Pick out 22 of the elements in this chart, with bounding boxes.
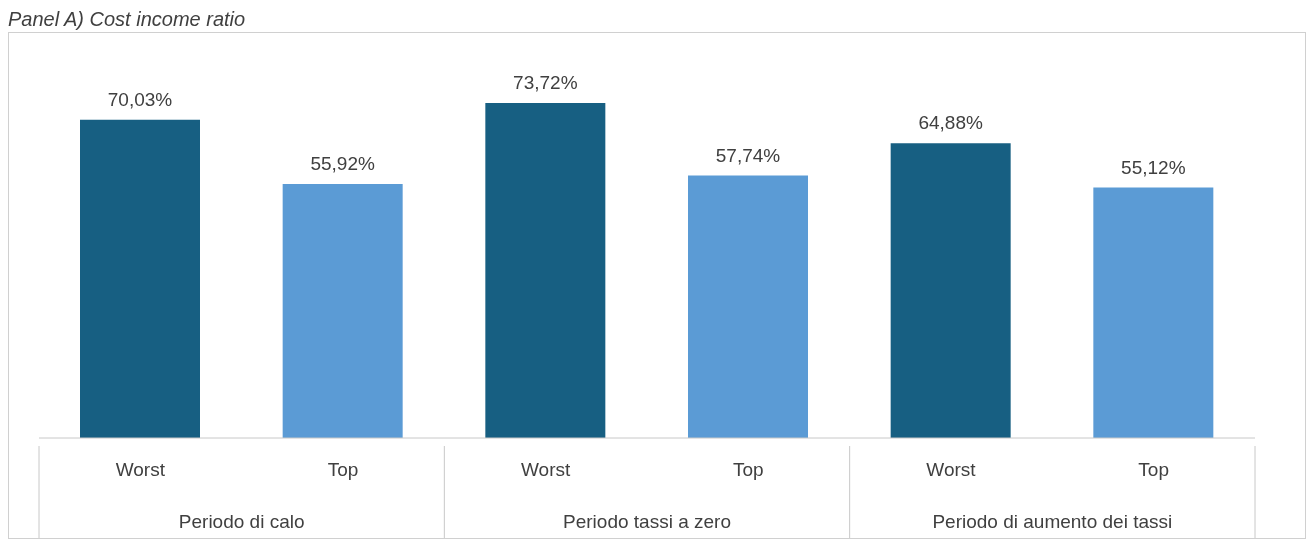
x-tick-label: Top xyxy=(327,459,359,480)
data-label: 55,92% xyxy=(310,152,375,174)
x-tick-label: Worst xyxy=(926,459,977,480)
bar xyxy=(485,103,606,438)
x-tick-label: Worst xyxy=(521,459,572,480)
data-label: 57,74% xyxy=(715,144,781,166)
data-label: 55,12% xyxy=(1121,156,1186,178)
x-tick-label: Top xyxy=(733,459,764,480)
text: Periodo di aumento dei tassi xyxy=(932,511,1173,532)
bar xyxy=(688,175,808,438)
data-label: 70,03% xyxy=(107,88,173,110)
bar xyxy=(80,119,200,438)
text: Periodo di calo xyxy=(178,511,305,532)
bar xyxy=(890,143,1011,438)
bar xyxy=(282,183,403,438)
bar xyxy=(1093,187,1214,438)
data-label: 64,88% xyxy=(918,112,983,134)
x-tick-label: Worst xyxy=(115,459,166,480)
x-tick-label: Top xyxy=(1138,459,1169,480)
chart-title: Panel A) Cost income ratio xyxy=(8,8,247,32)
text: Periodo tassi a zero xyxy=(563,511,731,532)
data-label: 73,72% xyxy=(513,72,578,93)
